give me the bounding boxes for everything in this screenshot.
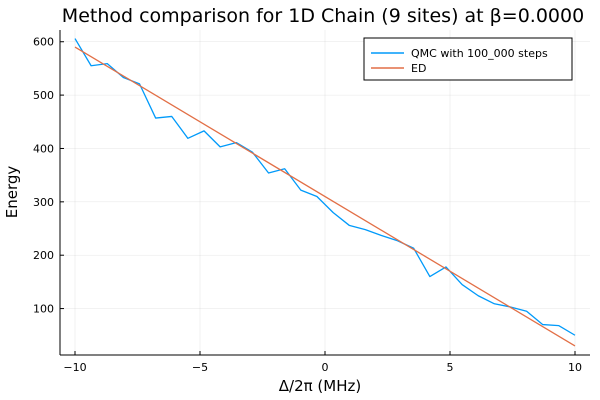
y-ticks: 100 200 300 400 500 600	[33, 36, 64, 316]
legend-label-qmc: QMC with 100_000 steps	[411, 47, 548, 60]
y-tick-label: 400	[33, 142, 54, 155]
y-tick-label: 200	[33, 249, 54, 262]
y-tick-label: 300	[33, 196, 54, 209]
chart-title: Method comparison for 1D Chain (9 sites)…	[62, 5, 584, 27]
legend-box	[363, 37, 573, 81]
x-tick-label: −5	[192, 361, 208, 374]
legend: QMC with 100_000 steps ED	[363, 37, 573, 81]
x-tick-label: 0	[322, 361, 329, 374]
ed-series-line	[74, 46, 576, 347]
plot-series	[74, 38, 576, 347]
x-tick-label: −10	[63, 361, 86, 374]
y-tick-label: 600	[33, 36, 54, 49]
x-axis-label: Δ/2π (MHz)	[279, 377, 361, 395]
y-tick-label: 500	[33, 89, 54, 102]
legend-label-ed: ED	[411, 62, 426, 75]
y-tick-label: 100	[33, 303, 54, 316]
x-ticks: −10 −5 0 5 10	[63, 351, 582, 374]
x-tick-label: 10	[568, 361, 582, 374]
qmc-series-line	[74, 38, 576, 336]
x-tick-label: 5	[447, 361, 454, 374]
y-axis-label: Energy	[3, 166, 21, 219]
